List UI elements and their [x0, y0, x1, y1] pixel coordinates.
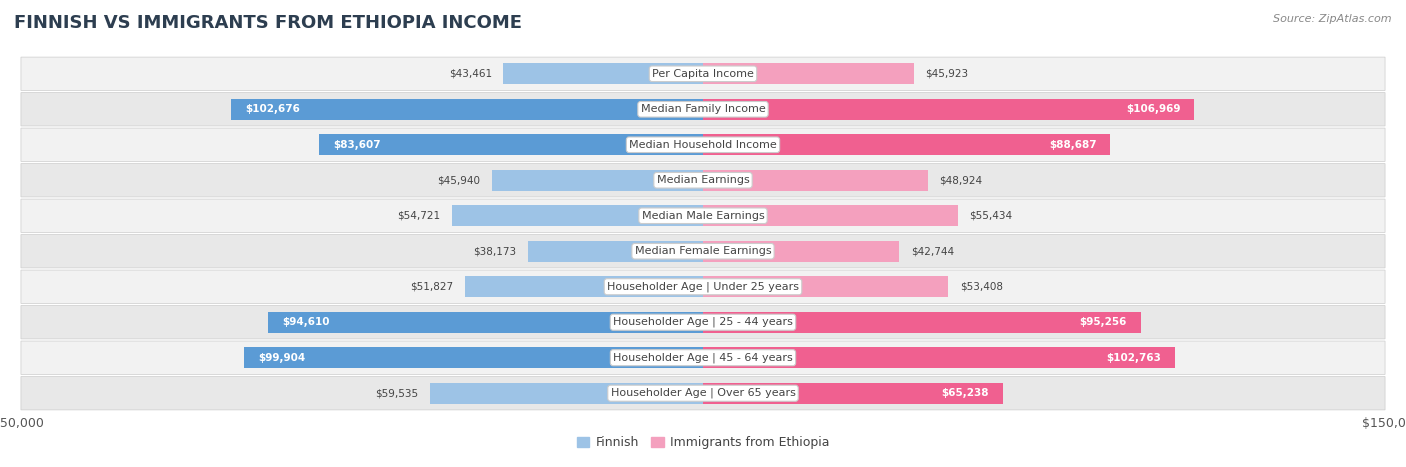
Text: $55,434: $55,434: [969, 211, 1012, 221]
FancyBboxPatch shape: [21, 128, 1385, 162]
Text: Householder Age | 25 - 44 years: Householder Age | 25 - 44 years: [613, 317, 793, 327]
Text: Per Capita Income: Per Capita Income: [652, 69, 754, 79]
FancyBboxPatch shape: [21, 341, 1385, 375]
Bar: [269, 311, 703, 333]
Text: $83,607: $83,607: [333, 140, 381, 150]
Text: Median Male Earnings: Median Male Earnings: [641, 211, 765, 221]
Text: $54,721: $54,721: [396, 211, 440, 221]
Bar: [232, 99, 703, 120]
Text: $53,408: $53,408: [960, 282, 1002, 292]
Bar: [703, 276, 948, 297]
Text: FINNISH VS IMMIGRANTS FROM ETHIOPIA INCOME: FINNISH VS IMMIGRANTS FROM ETHIOPIA INCO…: [14, 14, 522, 32]
FancyBboxPatch shape: [21, 376, 1385, 410]
Text: $94,610: $94,610: [283, 317, 330, 327]
Text: $65,238: $65,238: [942, 388, 988, 398]
Text: Source: ZipAtlas.com: Source: ZipAtlas.com: [1274, 14, 1392, 24]
FancyBboxPatch shape: [21, 163, 1385, 197]
Text: Median Family Income: Median Family Income: [641, 104, 765, 114]
Bar: [503, 63, 703, 85]
Text: $48,924: $48,924: [939, 175, 983, 185]
Text: $59,535: $59,535: [375, 388, 418, 398]
Text: $102,676: $102,676: [245, 104, 299, 114]
FancyBboxPatch shape: [21, 234, 1385, 268]
Text: Householder Age | 45 - 64 years: Householder Age | 45 - 64 years: [613, 353, 793, 363]
FancyBboxPatch shape: [21, 57, 1385, 91]
Bar: [245, 347, 703, 368]
Text: $51,827: $51,827: [411, 282, 454, 292]
FancyBboxPatch shape: [21, 92, 1385, 126]
Bar: [430, 382, 703, 404]
Text: $45,923: $45,923: [925, 69, 969, 79]
Bar: [703, 347, 1175, 368]
Legend: Finnish, Immigrants from Ethiopia: Finnish, Immigrants from Ethiopia: [572, 432, 834, 454]
Bar: [465, 276, 703, 297]
Text: Median Earnings: Median Earnings: [657, 175, 749, 185]
FancyBboxPatch shape: [21, 270, 1385, 304]
Text: $106,969: $106,969: [1126, 104, 1181, 114]
Text: $99,904: $99,904: [257, 353, 305, 363]
Text: $102,763: $102,763: [1107, 353, 1161, 363]
Text: $45,940: $45,940: [437, 175, 481, 185]
Bar: [703, 99, 1194, 120]
Text: Householder Age | Over 65 years: Householder Age | Over 65 years: [610, 388, 796, 398]
Text: Householder Age | Under 25 years: Householder Age | Under 25 years: [607, 282, 799, 292]
Text: $95,256: $95,256: [1080, 317, 1126, 327]
FancyBboxPatch shape: [21, 305, 1385, 339]
Bar: [703, 170, 928, 191]
Text: Median Female Earnings: Median Female Earnings: [634, 246, 772, 256]
Bar: [492, 170, 703, 191]
Text: $38,173: $38,173: [472, 246, 516, 256]
Bar: [703, 205, 957, 226]
Bar: [527, 241, 703, 262]
FancyBboxPatch shape: [21, 199, 1385, 233]
Bar: [703, 241, 900, 262]
Bar: [703, 311, 1140, 333]
Text: Median Household Income: Median Household Income: [628, 140, 778, 150]
Text: $43,461: $43,461: [449, 69, 492, 79]
Text: $88,687: $88,687: [1049, 140, 1097, 150]
Bar: [703, 134, 1111, 156]
Bar: [703, 382, 1002, 404]
Bar: [451, 205, 703, 226]
Bar: [319, 134, 703, 156]
Bar: [703, 63, 914, 85]
Text: $42,744: $42,744: [911, 246, 953, 256]
